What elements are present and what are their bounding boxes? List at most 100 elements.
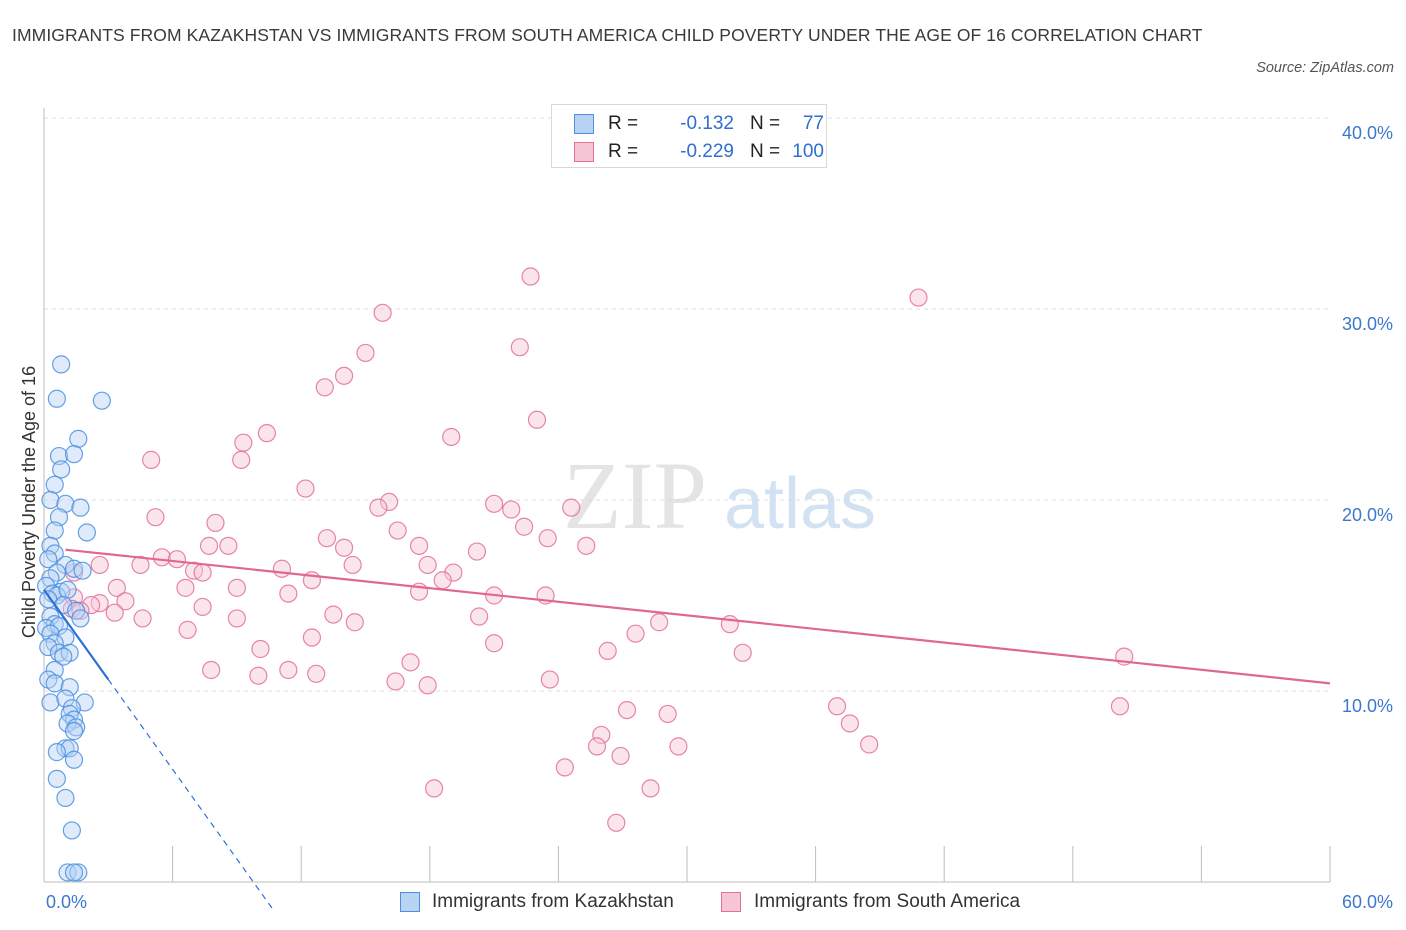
kazakhstan-point — [64, 445, 84, 464]
south-america-point — [202, 660, 221, 680]
kazakhstan-point — [71, 498, 90, 517]
stats-legend: R = -0.132 N = 77 R = -0.229 N = 100 — [551, 104, 827, 168]
kazakhstan-swatch — [574, 114, 594, 134]
kazakhstan-point — [56, 788, 75, 808]
kazakhstan-point — [58, 580, 77, 599]
kazakhstan-point — [64, 750, 84, 769]
kazakhstan-point — [52, 355, 71, 374]
south-america-point — [587, 737, 607, 756]
south-america-point — [296, 479, 315, 498]
south-america-point — [409, 536, 429, 555]
south-america-point — [510, 338, 529, 357]
south-america-point — [178, 620, 197, 639]
south-america-point — [469, 607, 489, 626]
south-america-point — [379, 492, 399, 512]
south-america-point — [302, 628, 322, 647]
south-america-point — [279, 660, 298, 680]
watermark-atlas: atlas — [724, 464, 876, 544]
n-value: 77 — [802, 113, 824, 134]
south-america-point — [840, 714, 859, 733]
chart-title: IMMIGRANTS FROM KAZAKHSTAN VS IMMIGRANTS… — [12, 25, 1203, 45]
south-america-point — [515, 517, 534, 536]
south-america-point — [334, 366, 354, 385]
kazakhstan-point — [71, 609, 90, 628]
south-america-point — [577, 536, 596, 555]
south-america-point — [317, 529, 337, 548]
kazakhstan-point — [39, 637, 58, 657]
kazakhstan-point — [41, 624, 60, 643]
south-america-point — [650, 613, 669, 632]
kazakhstan-point — [69, 429, 88, 448]
south-america-swatch — [574, 142, 594, 162]
south-america-point — [107, 578, 126, 597]
south-america-point — [249, 666, 268, 685]
south-america-point — [401, 653, 420, 672]
r-label: R = — [608, 113, 639, 134]
south-america-point — [562, 498, 581, 517]
south-america-point — [334, 538, 354, 557]
south-america-point — [418, 676, 437, 695]
south-america-point — [827, 697, 847, 716]
south-america-point — [90, 555, 109, 575]
kazakhstan-trend-extension — [107, 679, 274, 911]
x-tick-label-min: 0.0% — [46, 892, 87, 912]
south-america-point — [373, 303, 392, 322]
south-america-point — [199, 536, 219, 555]
y-axis-title: Child Poverty Under the Age of 16 — [19, 366, 39, 638]
south-america-point — [485, 494, 504, 513]
kazakhstan-point — [58, 863, 77, 882]
south-america-point — [152, 548, 171, 567]
n-label: N = — [750, 113, 781, 134]
south-america-point — [909, 288, 928, 307]
kazakhstan-point — [45, 475, 64, 494]
south-america-point — [540, 670, 559, 689]
watermark: ZIP atlas — [563, 442, 876, 549]
south-america-point — [133, 609, 152, 628]
south-america-point — [116, 592, 135, 611]
south-america-point — [315, 378, 334, 397]
legend-swatch-kazakhstan — [400, 892, 420, 912]
kazakhstan-point — [52, 460, 71, 479]
kazakhstan-point — [49, 508, 69, 527]
kazakhstan-point — [47, 743, 66, 762]
south-america-point — [424, 779, 444, 798]
south-america-point — [227, 578, 246, 597]
south-america-point — [641, 779, 660, 798]
n-label: N = — [750, 141, 781, 162]
south-america-point — [219, 536, 238, 555]
south-america-point — [343, 555, 362, 575]
south-america-point — [206, 513, 225, 533]
south-america-point — [502, 500, 521, 519]
south-america-point — [467, 542, 487, 561]
r-label: R = — [608, 141, 639, 162]
kazakhstan-point — [77, 523, 96, 542]
source-label: Source: ZipAtlas.com — [1256, 60, 1394, 76]
south-america-point — [538, 529, 557, 548]
south-america-point — [324, 605, 343, 624]
south-america-point — [272, 559, 292, 578]
kazakhstan-point — [64, 863, 84, 882]
south-america-point — [669, 737, 688, 756]
kazakhstan-point — [47, 389, 66, 408]
kazakhstan-point — [73, 561, 92, 580]
r-value: -0.132 — [680, 113, 734, 134]
south-america-point — [369, 498, 388, 517]
kazakhstan-point — [41, 693, 60, 712]
south-america-point — [307, 664, 326, 683]
south-america-point — [626, 624, 645, 643]
grid-lines — [44, 117, 1330, 692]
kazakhstan-point — [45, 674, 64, 693]
south-america-point — [860, 735, 879, 754]
south-america-point — [527, 410, 547, 429]
x-tick-label-max: 60.0% — [1342, 892, 1393, 912]
kazakhstan-point — [64, 722, 84, 741]
south-america-point — [386, 672, 405, 691]
kazakhstan-point — [54, 647, 73, 666]
data-points — [37, 267, 1134, 882]
kazakhstan-point — [45, 521, 64, 540]
kazakhstan-point — [60, 678, 79, 697]
south-america-point — [1110, 697, 1130, 716]
kazakhstan-point — [92, 391, 111, 410]
south-america-trend-line — [65, 548, 1331, 685]
south-america-point — [521, 267, 540, 286]
